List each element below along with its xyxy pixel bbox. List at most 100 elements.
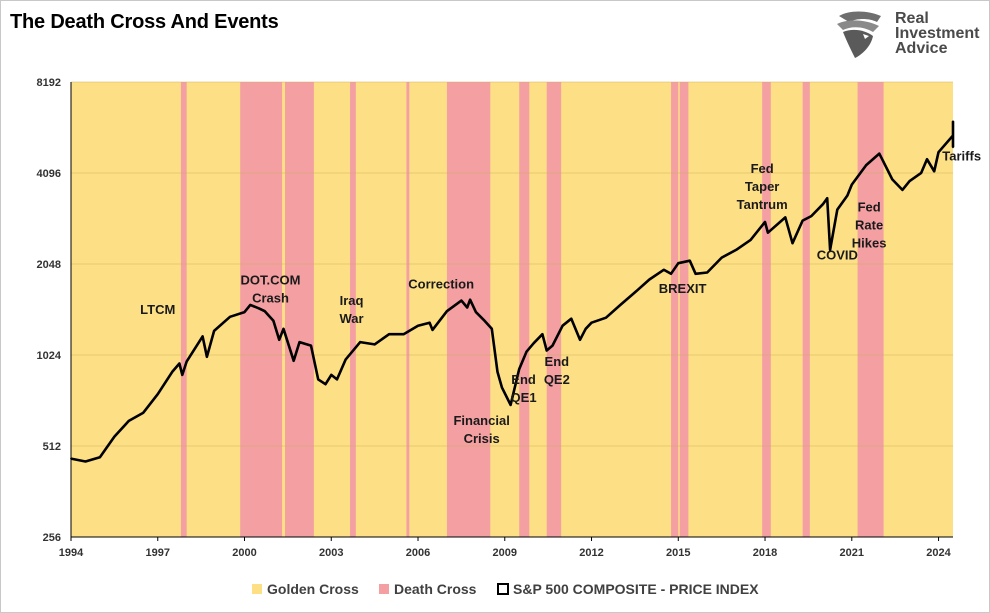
sp500-data-point — [891, 178, 894, 181]
sp500-data-point — [590, 321, 593, 324]
x-tick-label: 2009 — [493, 547, 517, 559]
annotation-financial: Financial — [453, 413, 509, 428]
x-tick-label: 2012 — [579, 547, 603, 559]
sp500-data-point — [908, 180, 911, 183]
sp500-data-point — [952, 124, 954, 126]
axes — [70, 82, 953, 538]
annotation-hikes: Hikes — [852, 236, 887, 251]
legend-item-golden-cross: Golden Cross — [252, 581, 359, 597]
sp500-data-point — [229, 315, 231, 318]
legend-item-death-cross: Death Cross — [379, 581, 476, 597]
sp500-data-point — [402, 333, 405, 336]
sp500-data-point — [185, 360, 188, 363]
sp500-data-point — [278, 338, 281, 341]
cross-bands — [71, 82, 953, 537]
death-cross-band — [546, 82, 562, 537]
sp500-data-point — [388, 333, 390, 336]
x-tick-label: 1994 — [59, 547, 84, 559]
sp500-data-point — [865, 164, 868, 167]
sp500-data-point — [518, 368, 521, 370]
death-cross-band — [446, 82, 491, 537]
sp500-data-point — [677, 262, 680, 265]
annotation-dotcom: Crash — [252, 291, 289, 306]
sp500-data-point — [933, 170, 936, 173]
sp500-data-point — [879, 155, 882, 158]
sp500-data-point — [99, 456, 101, 459]
sp500-data-point — [474, 311, 477, 313]
y-tick-label: 8192 — [37, 77, 61, 89]
sp500-data-point — [525, 350, 528, 353]
sp500-data-point — [84, 460, 87, 463]
sp500-data-point — [324, 383, 327, 386]
y-tick-label: 512 — [43, 441, 61, 453]
sp500-data-point — [570, 317, 573, 320]
sp500-data-point — [243, 311, 246, 313]
chart-title: The Death Cross And Events — [10, 11, 279, 33]
sp500-data-point — [359, 341, 362, 343]
x-tick-label: 2024 — [926, 547, 951, 559]
sp500-data-point — [282, 327, 285, 330]
annotation-qe1: QE1 — [511, 390, 537, 405]
annotation-taper: Tantrum — [737, 197, 788, 212]
annotation-taper: Fed — [751, 161, 774, 176]
y-tick-label: 4096 — [37, 168, 61, 180]
sp500-data-point — [937, 151, 940, 154]
sp500-data-point — [720, 256, 723, 259]
annotation-correction: Correction — [408, 276, 474, 291]
sp500-data-point — [490, 327, 493, 330]
sp500-data-point — [952, 146, 954, 149]
annotation-iraq: War — [339, 311, 363, 326]
sp500-data-point — [821, 203, 824, 206]
sp500-data-point — [127, 419, 130, 422]
sp500-data-point — [201, 335, 204, 338]
eagle-head-icon — [837, 11, 881, 58]
y-tick-label: 1024 — [37, 350, 62, 362]
sp500-data-point — [901, 189, 904, 191]
sp500-data-point — [310, 344, 312, 347]
annotation-covid: COVID — [817, 247, 858, 262]
sp500-data-point — [181, 373, 184, 376]
sp500-data-point — [836, 208, 839, 211]
sp500-data-point — [466, 306, 469, 309]
x-tick-label: 2000 — [232, 547, 256, 559]
sp500-data-point — [648, 278, 651, 281]
sp500-data-point — [263, 310, 266, 313]
death-cross-band — [679, 82, 689, 537]
sp500-data-point — [417, 324, 419, 327]
annotation-qe2: QE2 — [544, 372, 570, 387]
sp500-data-point — [428, 321, 431, 324]
sp500-data-point — [408, 330, 411, 332]
sp500-data-point — [496, 371, 499, 373]
golden-cross-area — [71, 82, 953, 537]
sp500-data-point — [767, 231, 769, 234]
sp500-data-point — [460, 299, 463, 302]
sp500-data-point — [850, 183, 853, 186]
sp500-data-point — [258, 307, 260, 310]
sp500-data-point — [178, 362, 181, 365]
death-cross-band — [802, 82, 810, 537]
sp500-data-point — [298, 341, 301, 343]
death-cross-band — [350, 82, 356, 537]
death-cross-band — [762, 82, 771, 537]
sp500-data-point — [688, 259, 691, 262]
logo-line-2: Investment — [895, 25, 980, 42]
legend-label-golden: Golden Cross — [267, 581, 359, 597]
sp500-data-point — [171, 371, 174, 373]
sp500-data-point — [509, 404, 512, 406]
chart-plot: 256 512 1024 2048 4096 8192 1994 1997 2000 2003 2… — [37, 77, 982, 559]
sp500-data-point — [330, 373, 333, 376]
sp500-data-point — [829, 249, 831, 251]
death-cross-band — [284, 82, 314, 537]
brand-logo: Real Investment Advice — [833, 8, 983, 60]
x-tick-label: 2018 — [753, 547, 777, 559]
legend-item-sp500: S&P 500 COMPOSITE - PRICE INDEX — [497, 581, 759, 597]
sp500-data-point — [483, 319, 486, 322]
annotation-hikes: Fed — [858, 200, 881, 215]
chart-legend: Golden Cross Death Cross S&P 500 COMPOSI… — [0, 581, 990, 601]
annotation-hikes: Rate — [855, 218, 883, 233]
sp500-data-point — [791, 242, 794, 245]
sp500-data-point — [810, 215, 813, 217]
sp500-data-point — [249, 303, 252, 306]
sp500-data-point — [431, 328, 434, 331]
logo-line-1: Real — [895, 10, 929, 27]
